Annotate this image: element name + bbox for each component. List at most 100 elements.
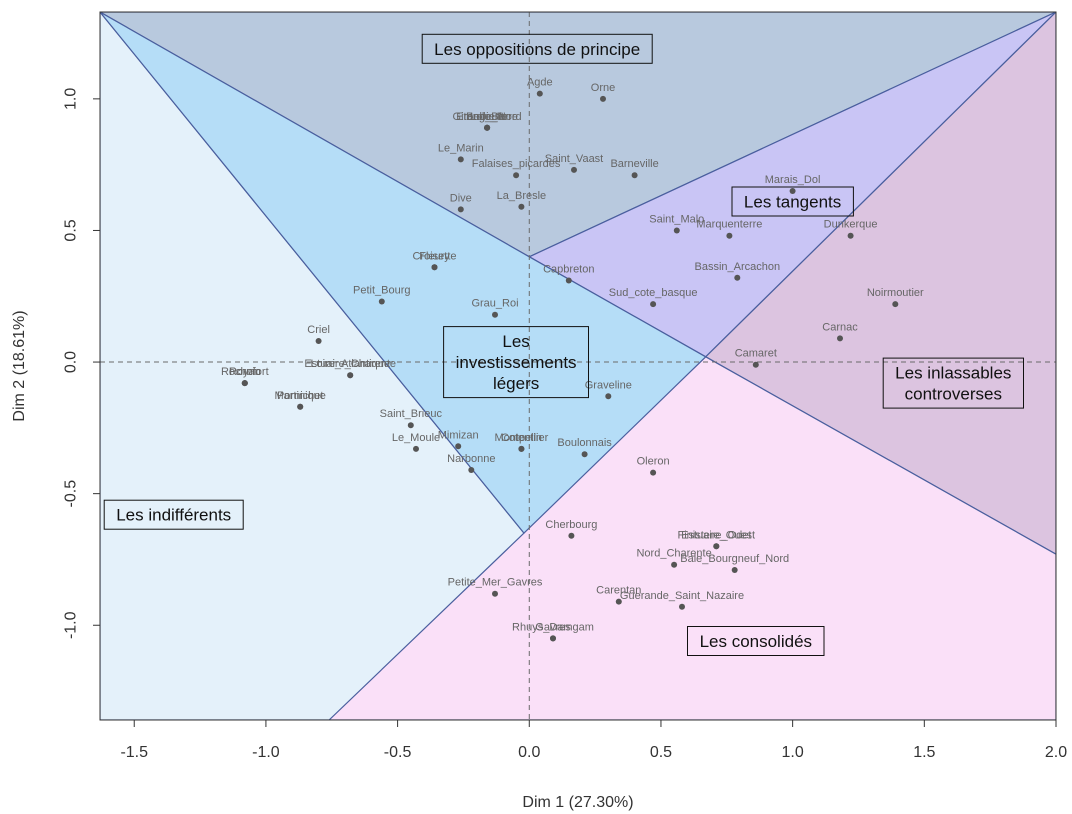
- point-label-fleury: Fleury: [419, 250, 450, 262]
- point-label-croisette: Croisette: [412, 250, 456, 262]
- axes-layer: -1.5 -1.0 -0.5 0.0 0.5 1.0 1.5 2.0 -1.0 -0.5 0.0 0.…: [63, 88, 1068, 761]
- zone-label-les-inlassables-controverses: Les inlassables controverses: [882, 357, 1025, 409]
- point-label-finistere-ouest: Finistere_Ouest: [677, 529, 755, 541]
- point-label-carnac: Carnac: [822, 321, 858, 333]
- zone-label-text: Les indifférents: [116, 506, 231, 525]
- zone-label-les-oppositions-de-principe: Les oppositions de principe: [421, 33, 653, 64]
- zone-label-text: investissements: [456, 353, 577, 372]
- data-point-petit-bourg: [378, 298, 385, 305]
- data-point-sud-cote-basque: [650, 301, 657, 308]
- point-label-pornic: Pornic: [229, 366, 261, 378]
- x-tick-label: -1.5: [120, 744, 148, 761]
- data-point-orne: [600, 95, 606, 102]
- point-label-sud-cote-basque: Sud_cote_basque: [609, 287, 698, 299]
- data-point-marais-dol: [789, 188, 796, 194]
- x-tick-label: 0.5: [650, 744, 672, 761]
- zone-label-les-investissements-legers: Les investissements légers: [443, 326, 589, 399]
- point-label-cotentin: Cotentin: [501, 432, 542, 444]
- data-point-cherbourg: [568, 532, 575, 539]
- point-label-agde: Agde: [527, 77, 553, 89]
- point-label-le-marin: Le_Marin: [438, 142, 484, 154]
- zone-label-text: Les inlassables: [895, 364, 1011, 383]
- zone-label-box: [103, 499, 244, 530]
- point-label-marais-dol: Marais_Dol: [765, 174, 821, 186]
- zone-label-box: [421, 33, 653, 64]
- y-tick-label: -1.0: [63, 611, 80, 639]
- point-label-saint-malo: Saint_Malo: [649, 214, 704, 226]
- data-point-dunkerque: [847, 232, 854, 239]
- point-label-saint-brieuc: Saint_Brieuc: [380, 408, 443, 420]
- point-label-cherbourg: Cherbourg: [545, 519, 597, 531]
- x-tick-label: 0.0: [518, 744, 540, 761]
- zone-label-box: [443, 326, 589, 399]
- zones-layer: [100, 12, 1056, 720]
- point-label-bassin-arcachon: Bassin_Arcachon: [694, 261, 780, 273]
- zone-label-text: controverses: [905, 385, 1002, 404]
- x-axis-title: Dim 1 (27.30%): [522, 794, 633, 811]
- plot-frame: [99, 11, 1057, 721]
- data-point-le-marin: [457, 156, 464, 163]
- data-point-lorient: [484, 124, 491, 131]
- data-point-graveline: [605, 393, 612, 400]
- data-point-saint-malo: [673, 227, 680, 234]
- y-tick-label: 0.5: [63, 219, 80, 241]
- data-point-dive: [457, 206, 464, 213]
- data-point-carnac: [837, 335, 843, 342]
- data-point-guerande-saint-nazaire: [679, 603, 685, 610]
- data-point-pornic: [241, 380, 248, 387]
- point-label-saint-vaast: Saint_Vaast: [545, 153, 604, 165]
- zone-label-text: Les oppositions de principe: [434, 40, 640, 59]
- zone-label-box: [882, 357, 1025, 409]
- point-label-camaret: Camaret: [735, 348, 777, 360]
- point-label-graveline: Graveline: [585, 379, 632, 391]
- point-label-narbonne: Narbonne: [447, 453, 495, 465]
- zone-label-text: légers: [493, 374, 539, 393]
- zone-label-les-tangents: Les tangents: [731, 186, 854, 217]
- point-label-noirmoutier: Noirmoutier: [867, 287, 924, 299]
- data-point-petite-mer-gavres: [492, 590, 498, 597]
- data-point-criel: [315, 338, 322, 344]
- data-point-gavres: [550, 635, 556, 642]
- data-point-la-bresle: [518, 203, 525, 210]
- data-point-noirmoutier: [892, 301, 899, 308]
- data-point-oleron: [650, 469, 657, 476]
- y-tick-label: 1.0: [63, 88, 80, 110]
- data-point-nord-charente: [671, 561, 678, 568]
- data-point-saint-brieuc: [407, 422, 414, 429]
- point-label-petit-bourg: Petit_Bourg: [353, 285, 410, 297]
- point-label-gavres: Gavres: [535, 621, 571, 633]
- data-point-loire-atlantique: [347, 372, 354, 379]
- point-label-montpellier: Montpellier: [494, 432, 548, 444]
- data-point-le-moule: [413, 445, 419, 452]
- data-point-montpellier: [518, 445, 525, 452]
- y-tick-label: 0.0: [63, 351, 80, 373]
- x-tick-label: 1.0: [782, 744, 804, 761]
- x-tick-label: 1.5: [913, 744, 935, 761]
- point-label-royan: Royan: [229, 366, 261, 378]
- data-point-saint-vaast: [571, 166, 577, 173]
- data-point-capbreton: [565, 277, 572, 284]
- data-point-narbonne: [468, 467, 475, 473]
- data-point-barneville: [631, 172, 638, 179]
- zone-labels-layer: Les oppositions de principe Les tangents L…: [103, 33, 1025, 656]
- point-label-criel: Criel: [307, 324, 330, 336]
- point-label-capbreton: Capbreton: [543, 264, 594, 276]
- point-label-gironde-nord: Gironde_Nord: [453, 111, 522, 123]
- zone-label-text: Les tangents: [744, 193, 841, 212]
- data-point-croisette: [431, 264, 438, 271]
- point-label-boulonnais: Boulonnais: [557, 437, 612, 449]
- zone-les-investissements-legers: [100, 12, 707, 534]
- data-point-bassin-arcachon: [734, 274, 741, 281]
- point-label-carentan: Carentan: [596, 585, 641, 597]
- x-tick-label: -1.0: [252, 744, 280, 761]
- point-label-nord-charente: Nord_Charente: [636, 548, 711, 560]
- point-label-grau-roi: Grau_Roi: [471, 298, 518, 310]
- data-point-mimizan: [455, 443, 462, 450]
- point-label-la-bresle: La_Bresle: [497, 190, 547, 202]
- point-label-dive: Dive: [450, 192, 472, 204]
- data-point-camaret: [752, 361, 759, 368]
- x-tick-label: -0.5: [384, 744, 412, 761]
- point-label-dunkerque: Dunkerque: [824, 219, 878, 231]
- point-label-falaises-picardes: Falaises_picardes: [472, 158, 561, 170]
